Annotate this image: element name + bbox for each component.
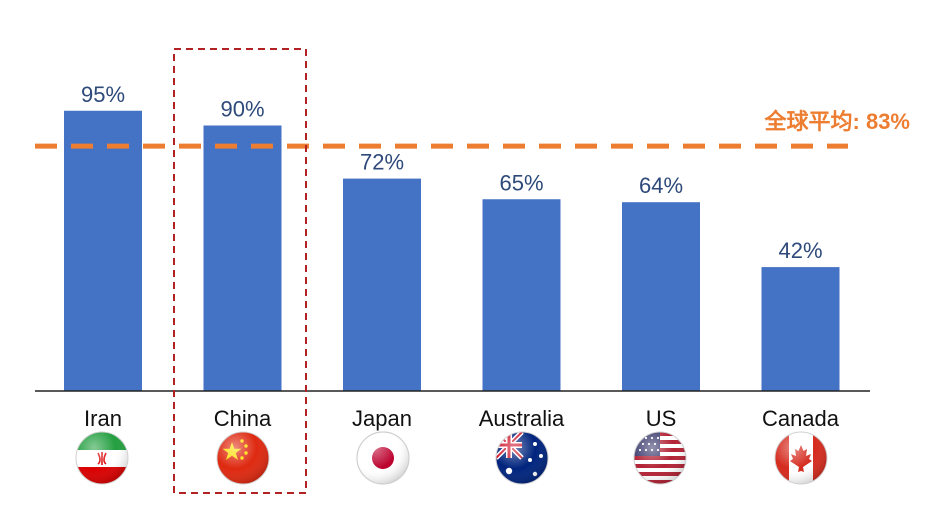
value-label-iran: 95%: [81, 82, 125, 107]
bar-iran: [64, 110, 142, 391]
value-label-us: 64%: [639, 173, 683, 198]
category-label-china: China: [214, 406, 272, 431]
bars: [64, 110, 840, 391]
iran-flag-icon: [75, 431, 129, 485]
value-label-japan: 72%: [360, 150, 404, 175]
value-label-australia: 65%: [499, 170, 543, 195]
value-label-china: 90%: [220, 97, 264, 122]
category-label-us: US: [646, 406, 677, 431]
global-average-label: 全球平均: 83%: [764, 109, 910, 134]
canada-flag-icon: [774, 431, 828, 485]
category-label-canada: Canada: [762, 406, 840, 431]
bar-australia: [482, 199, 561, 391]
value-labels: 95% 90% 72% 65% 64% 42%: [81, 82, 823, 263]
global-average: 全球平均: 83%: [35, 109, 910, 149]
category-label-iran: Iran: [84, 406, 122, 431]
japan-flag-icon: [356, 431, 410, 485]
us-flag-icon: [633, 431, 687, 485]
bar-canada: [761, 267, 840, 391]
australia-flag-icon: [495, 431, 549, 485]
bar-us: [622, 202, 700, 391]
china-highlight-box: [173, 48, 307, 494]
bar-china: [203, 125, 282, 391]
bar-japan: [343, 178, 421, 391]
value-label-canada: 42%: [778, 238, 822, 263]
category-labels: Iran China Japan Australia US Canada: [84, 406, 840, 431]
china-flag-icon: [216, 431, 270, 485]
category-label-australia: Australia: [479, 406, 565, 431]
category-label-japan: Japan: [352, 406, 412, 431]
